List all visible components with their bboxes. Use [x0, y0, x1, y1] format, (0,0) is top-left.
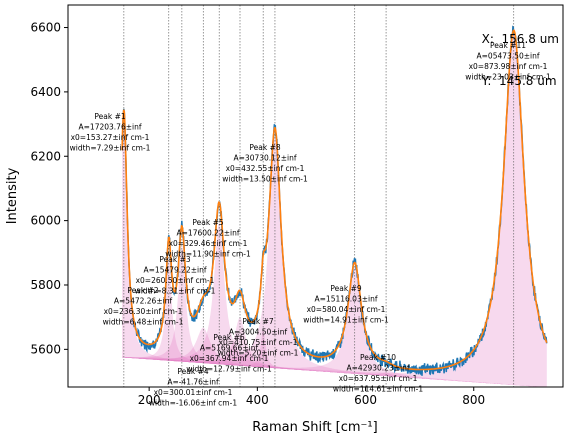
peak-11-annotation-line: A=05473.50±inf	[477, 52, 540, 61]
y-axis-label: Intensity	[5, 167, 20, 224]
peak-9-annotation-line: width=14.91±inf cm-1	[303, 316, 389, 325]
x-tick-label: 800	[462, 393, 485, 407]
peak-9-fill	[122, 267, 546, 387]
peak-8-annotation-line: width=13.50±inf cm-1	[222, 175, 308, 184]
y-tick-label: 6400	[30, 85, 61, 99]
peak-1-annotation-line: x0=153.27±inf cm-1	[71, 133, 150, 142]
peak-4-annotation-line: Peak #4	[177, 367, 208, 376]
peak-6-annotation: Peak #6 A=5169.66±inf x0=367.94±inf cm-1 wi…	[186, 333, 272, 374]
peak-6-annotation-line: x0=367.94±inf cm-1	[190, 354, 269, 363]
peak-1-fill	[122, 113, 543, 387]
peak-8-annotation: Peak #8 A=30730.12±inf x0=432.55±inf cm-1 w…	[222, 143, 308, 184]
peak-11-annotation: Peak #11 A=05473.50±inf x0=873.98±inf cm-1…	[465, 41, 551, 82]
peak-2-annotation-line: A=5472.26±inf	[114, 297, 173, 306]
y-tick-label: 6600	[30, 21, 61, 35]
peak-5-annotation-line: x0=329.46±inf cm-1	[169, 239, 248, 248]
peak-4-fill	[122, 327, 543, 387]
peak-5-fill	[122, 222, 544, 387]
peak-1-annotation-line: Peak #1	[94, 112, 125, 121]
peak-5-annotation-line: A=17600.22±inf	[177, 229, 240, 238]
peak-4-annotation: Peak #4 A=-41.76±inf x0=300.01±inf cm-1 wid…	[149, 367, 237, 408]
peak-1-annotation-line: A=17203.76±inf	[79, 123, 142, 132]
peak-3-annotation-line: x0=260.50±inf cm-1	[136, 276, 215, 285]
peak-6-annotation-line: Peak #6	[213, 333, 244, 342]
peak-6-annotation-line: A=5169.66±inf	[200, 344, 259, 353]
peak-9-annotation-line: Peak #9	[330, 284, 361, 293]
y-tick-label: 6200	[30, 149, 61, 163]
x-tick-label: 400	[246, 393, 269, 407]
peak-7-annotation-line: Peak #7	[242, 317, 273, 326]
peak-8-annotation-line: x0=432.55±inf cm-1	[226, 164, 305, 173]
x-axis: 200 400 600 800	[138, 387, 485, 407]
peak-6-annotation-line: width=12.79±inf cm-1	[186, 365, 272, 374]
peak-1-annotation-line: width=7.29±inf cm-1	[70, 144, 151, 153]
peak-10-annotation-line: x0=637.95±inf cm-1	[339, 374, 418, 383]
peak-8-annotation-line: Peak #8	[249, 143, 280, 152]
peak-2-annotation: Peak #2 A=5472.26±inf x0=236.30±inf cm-1 wi…	[103, 286, 184, 327]
measured-spectrum-line	[121, 25, 548, 376]
peak-11-fill	[122, 31, 547, 387]
peak-4-annotation-line: A=-41.76±inf	[167, 378, 219, 387]
component-fills	[122, 31, 547, 387]
cursor-x-readout: X: 156.8 um	[481, 32, 559, 46]
peak-7-annotation-line: A=3004.50±inf	[229, 328, 288, 337]
y-tick-label: 6000	[30, 214, 61, 228]
peak-center-lines	[123, 5, 515, 387]
peak-5-annotation: Peak #5 A=17600.22±inf x0=329.46±inf cm-1 w…	[165, 218, 251, 259]
spectrum-curves	[121, 25, 548, 376]
peak-10-annotation-line: width=114.61±inf cm-1	[333, 385, 423, 394]
cursor-y-readout: Y: 145.8 um	[481, 74, 557, 88]
peak-7-annotation-line: x0=410.75±inf cm-1	[219, 338, 298, 347]
peak-3-annotation-line: width=8.31±inf cm-1	[135, 287, 216, 296]
peak-8-annotation-line: A=30730.12±inf	[234, 154, 297, 163]
peak-10-annotation-line: A=42930.23±inf	[347, 364, 410, 373]
peak-5-annotation-line: width=11.90±inf cm-1	[165, 250, 251, 259]
peak-11-annotation-line: width=23.03±inf cm-1	[465, 73, 551, 82]
peak-2-annotation-line: Peak #2	[127, 286, 158, 295]
peak-3-annotation-line: Peak #3	[159, 255, 190, 264]
peak-10-annotation: Peak #10 A=42930.23±inf x0=637.95±inf cm-1…	[333, 353, 423, 394]
peak-3-annotation-line: A=15479.22±inf	[144, 266, 207, 275]
peak-5-annotation-line: Peak #5	[192, 218, 223, 227]
x-tick-label: 600	[354, 393, 377, 407]
peak-10-fill	[122, 357, 543, 387]
peak-7-annotation-line: width=5.20±inf cm-1	[218, 349, 299, 358]
peak-2-annotation-line: width=6.48±inf cm-1	[103, 318, 184, 327]
y-axis: 5600 5800 6000 6200 6400 6600	[30, 21, 68, 356]
x-axis-label: Raman Shift [cm⁻¹]	[252, 420, 377, 435]
peak-2-annotation-line: x0=236.30±inf cm-1	[104, 307, 183, 316]
y-tick-label: 5800	[30, 278, 61, 292]
peak-9-annotation-line: A=15116.03±inf	[315, 295, 378, 304]
peak-11-annotation-line: Peak #11	[490, 41, 526, 50]
peak-4-annotation-line: x0=300.01±inf cm-1	[154, 388, 233, 397]
fit-curve-line	[121, 29, 548, 371]
peak-7-annotation: Peak #7 A=3004.50±inf x0=410.75±inf cm-1 wi…	[218, 317, 299, 358]
peak-10-annotation-line: Peak #10	[360, 353, 396, 362]
peak-11-annotation-line: x0=873.98±inf cm-1	[469, 62, 548, 71]
peak-9-annotation: Peak #9 A=15116.03±inf x0=580.04±inf cm-1 w…	[303, 284, 389, 325]
peak-1-annotation: Peak #1 A=17203.76±inf x0=153.27±inf cm-1 w…	[70, 112, 151, 153]
x-tick-label: 200	[138, 393, 161, 407]
peak-4-annotation-line: width=-16.06±inf cm-1	[149, 399, 237, 408]
peak-9-annotation-line: x0=580.04±inf cm-1	[307, 305, 386, 314]
cursor-readout: X: 156.8 um Y: 145.8 um	[482, 4, 559, 102]
peak-annotations: Peak #1 A=17203.76±inf x0=153.27±inf cm-1 w…	[70, 41, 551, 408]
peak-3-annotation: Peak #3 A=15479.22±inf x0=260.50±inf cm-1 w…	[135, 255, 216, 296]
y-tick-label: 5600	[30, 342, 61, 356]
plot-frame	[67, 4, 564, 388]
